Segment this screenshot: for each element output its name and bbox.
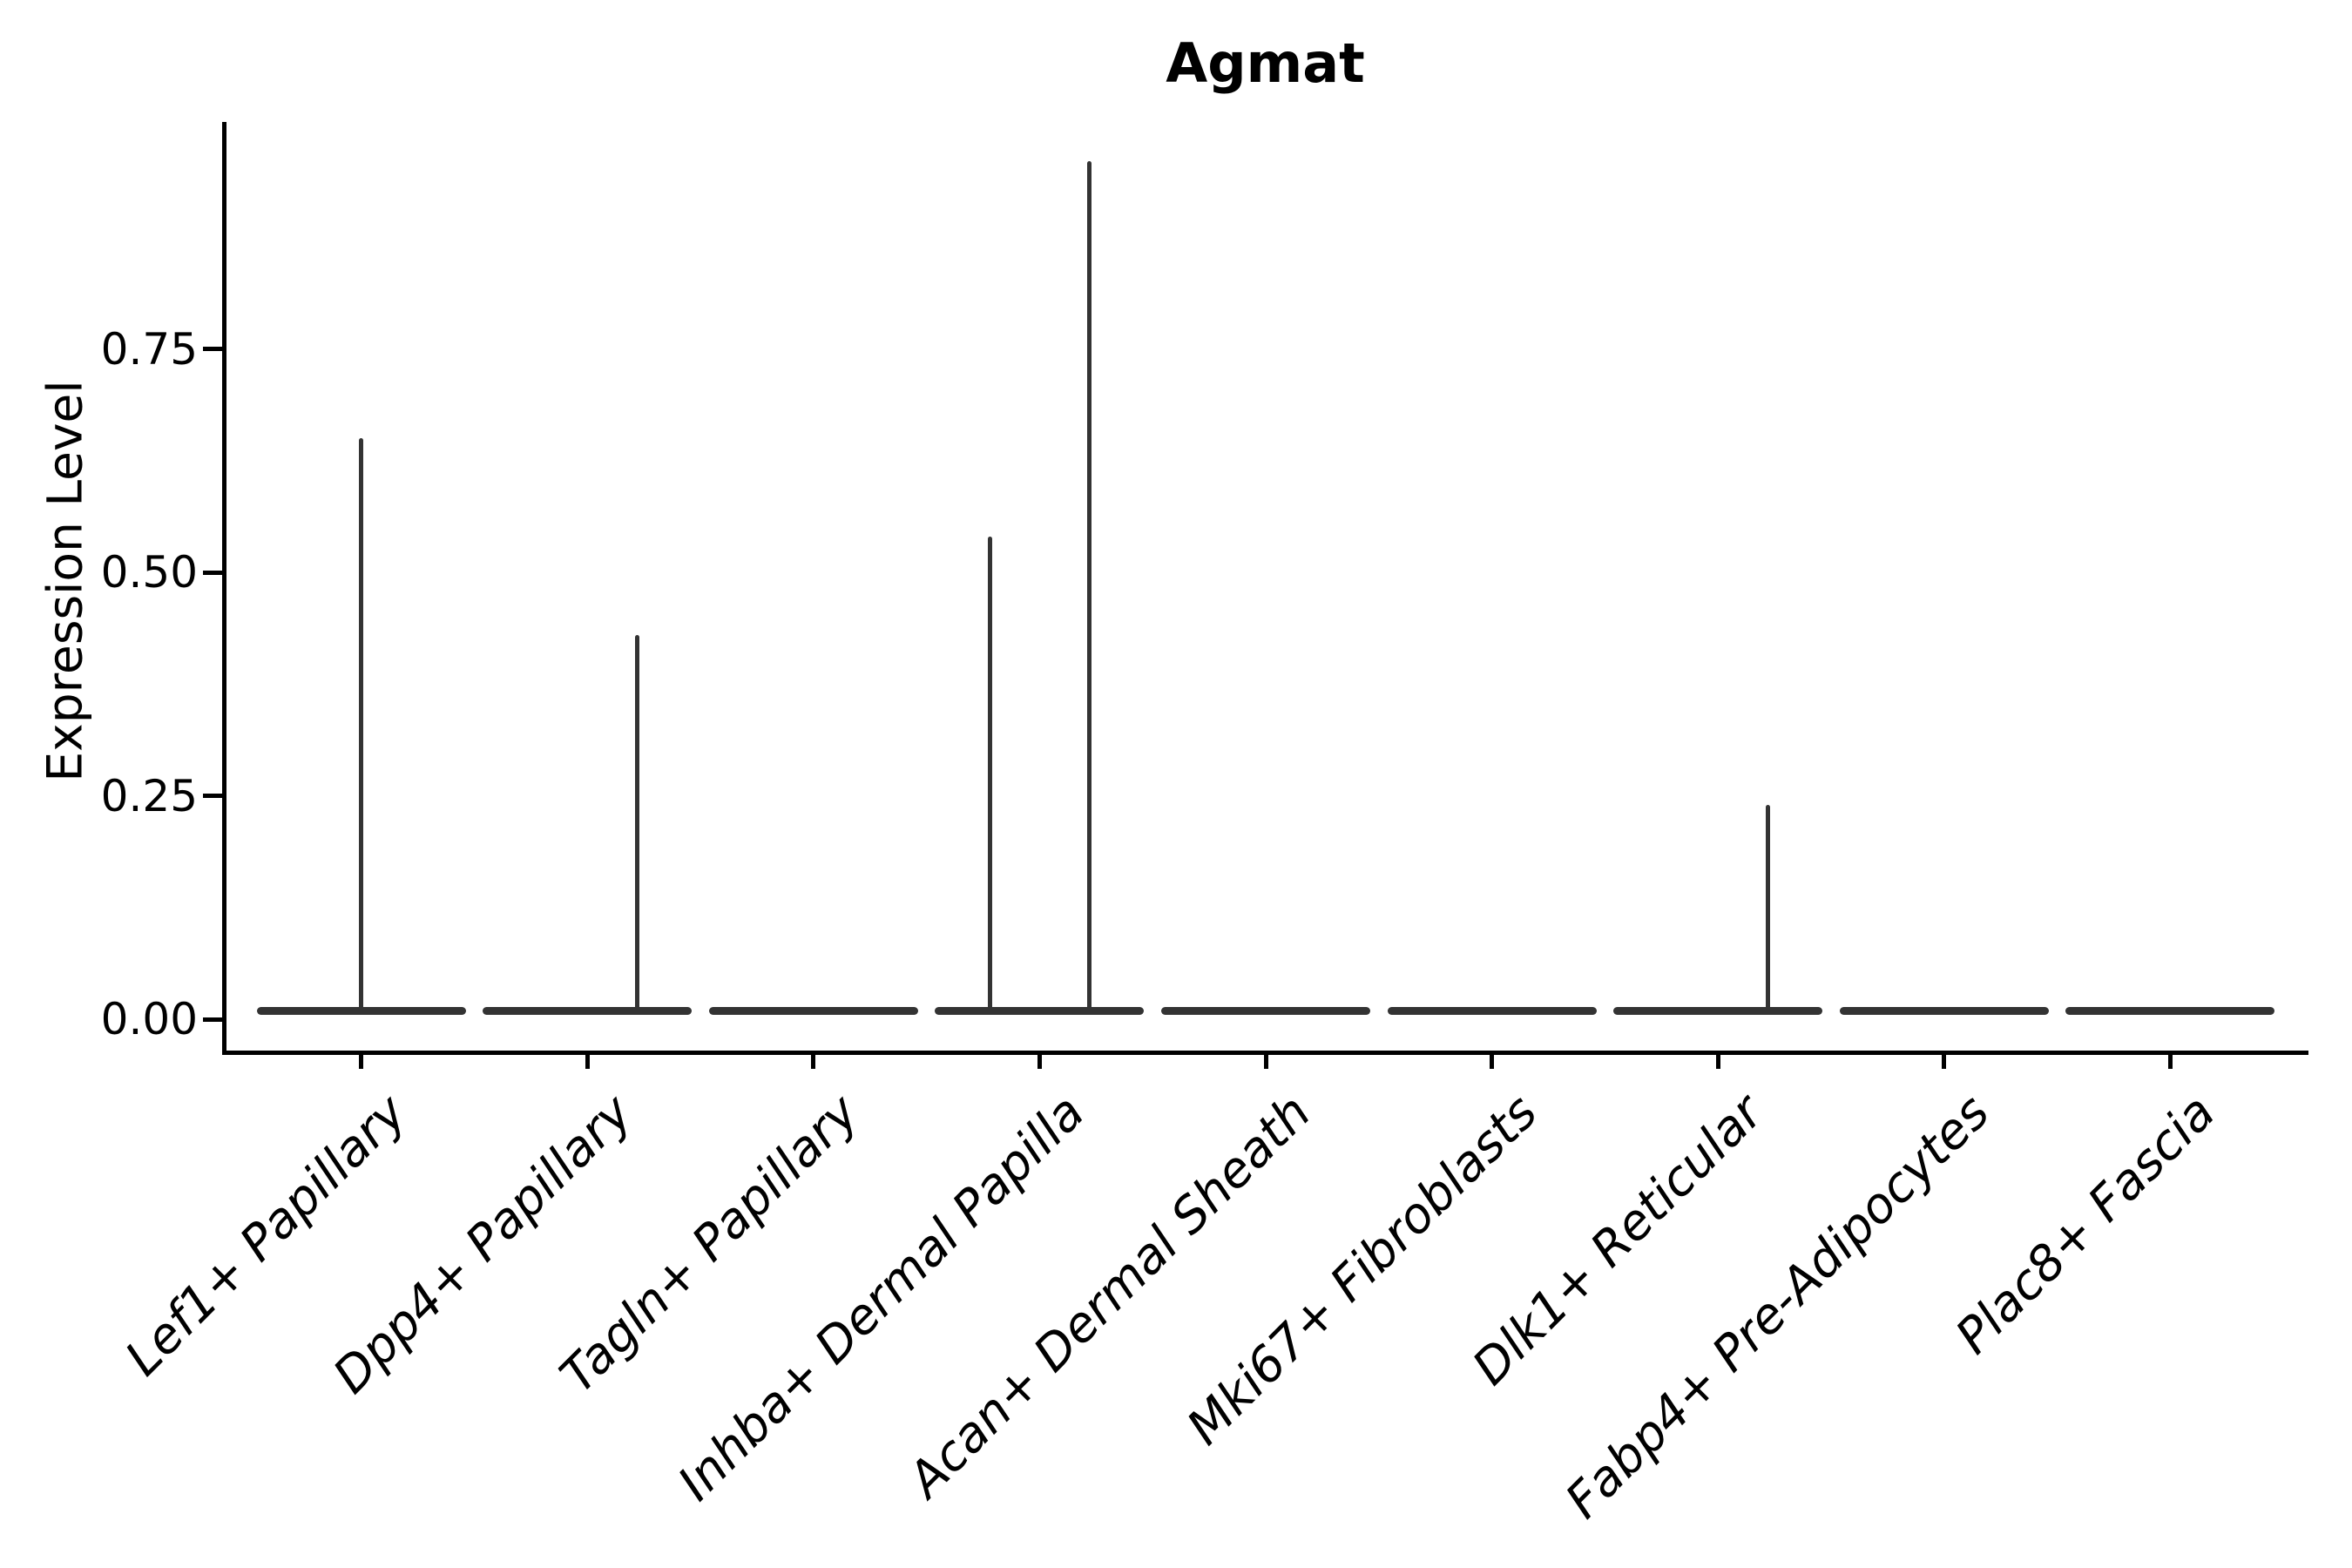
expression-spike <box>359 438 364 1011</box>
x-tick <box>1490 1055 1495 1069</box>
violin-body <box>483 1007 693 1015</box>
expression-spike <box>1765 804 1770 1011</box>
violin-body <box>1839 1007 2049 1015</box>
violin-body <box>935 1007 1145 1015</box>
x-tick <box>1942 1055 1947 1069</box>
x-tick <box>585 1055 590 1069</box>
expression-spike <box>1087 161 1092 1011</box>
x-tick <box>1263 1055 1268 1069</box>
expression-spike <box>987 536 992 1011</box>
y-tick-label: 0.75 <box>100 323 198 375</box>
y-tick-label: 0.00 <box>100 994 198 1044</box>
violin-body <box>708 1007 918 1015</box>
x-axis-spine <box>222 1051 2308 1055</box>
y-tick <box>203 570 222 575</box>
y-tick <box>203 794 222 798</box>
chart-title: Agmat <box>1166 31 1365 95</box>
violin-body <box>1161 1007 1370 1015</box>
x-tick <box>1037 1055 1042 1069</box>
violin-body <box>1613 1007 1823 1015</box>
x-tick <box>1715 1055 1720 1069</box>
expression-spike <box>634 634 639 1011</box>
x-tick <box>811 1055 816 1069</box>
violin-body <box>256 1007 466 1015</box>
y-axis-spine <box>222 122 226 1055</box>
x-tick <box>2167 1055 2173 1069</box>
y-tick <box>203 1017 222 1022</box>
violin-body <box>1387 1007 1597 1015</box>
y-tick-label: 0.50 <box>100 547 198 598</box>
violin-body <box>2065 1007 2275 1015</box>
y-tick-label: 0.25 <box>100 770 198 821</box>
y-tick <box>203 347 222 351</box>
x-tick <box>359 1055 364 1069</box>
